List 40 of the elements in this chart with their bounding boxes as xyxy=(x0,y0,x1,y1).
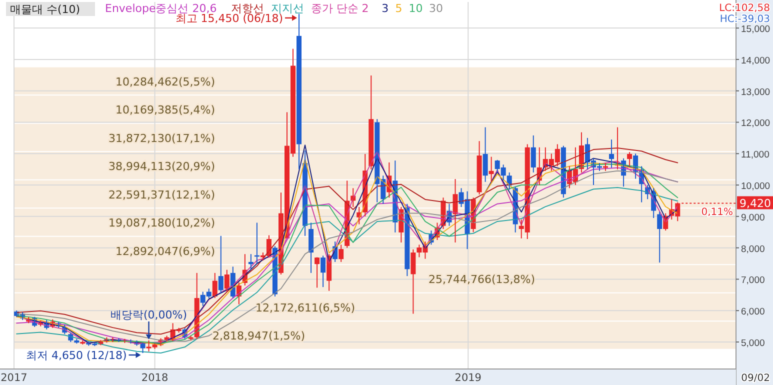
text: 종가 단순 2 xyxy=(310,2,369,15)
text: 저항선 xyxy=(230,2,264,15)
chart-title: 매물대 수(10) xyxy=(10,3,80,16)
band-label: 31,872,130(17,1%) xyxy=(108,132,215,145)
x-tick-label: 2017 xyxy=(0,372,28,384)
x-tick-label: 2018 xyxy=(141,372,168,384)
text: 10 xyxy=(408,2,423,15)
band-label: 12,892,047(6,9%) xyxy=(115,244,215,258)
band-label: 10,169,385(5,4%) xyxy=(115,104,215,117)
band-label: 25,744,766(13,8%) xyxy=(428,273,535,286)
annotation: 배당락(0,00%) xyxy=(110,308,188,322)
y-tick-label: 7,000 xyxy=(741,275,765,286)
annotation: HC:-39,03 xyxy=(720,14,770,25)
annotation: LC:102,58 xyxy=(719,3,770,14)
band-label: 22,591,371(12,1%) xyxy=(108,188,215,202)
text: 5 xyxy=(395,2,402,15)
y-tick-label: 10,000 xyxy=(741,181,770,192)
y-tick-label: 6,000 xyxy=(741,306,765,318)
y-tick-label: 9,000 xyxy=(741,212,765,224)
annotation: 최저 4,650 (12/18) xyxy=(26,348,127,362)
y-tick-label: 13,000 xyxy=(741,86,770,98)
y-tick-label: 14,000 xyxy=(741,55,770,66)
band-label: 12,172,611(6,5%) xyxy=(255,301,355,314)
y-tick-label: 15,000 xyxy=(741,24,770,36)
band-label: 38,994,113(20,9%) xyxy=(108,160,215,174)
band-label: 19,087,180(10,2%) xyxy=(108,216,215,230)
text: 09/02 xyxy=(741,373,770,384)
text: 30 xyxy=(429,2,443,15)
y-tick-label: 11,000 xyxy=(741,150,770,161)
y-tick-label: 12,000 xyxy=(741,118,770,130)
text: 3 xyxy=(382,2,389,15)
band-label: 2,818,947(1,5%) xyxy=(212,330,305,343)
text: 지지선 xyxy=(270,2,304,15)
annotation: 0,11% xyxy=(701,207,733,218)
y-tick-label: 5,000 xyxy=(741,338,765,349)
ref-line-label: 9,420 xyxy=(740,197,771,210)
y-tick-label: 8,000 xyxy=(741,244,765,255)
x-tick-label: 2019 xyxy=(454,372,482,384)
text: Envelope중심선 20,6 xyxy=(105,2,217,15)
band-label: 10,284,462(5,5%) xyxy=(115,75,215,88)
